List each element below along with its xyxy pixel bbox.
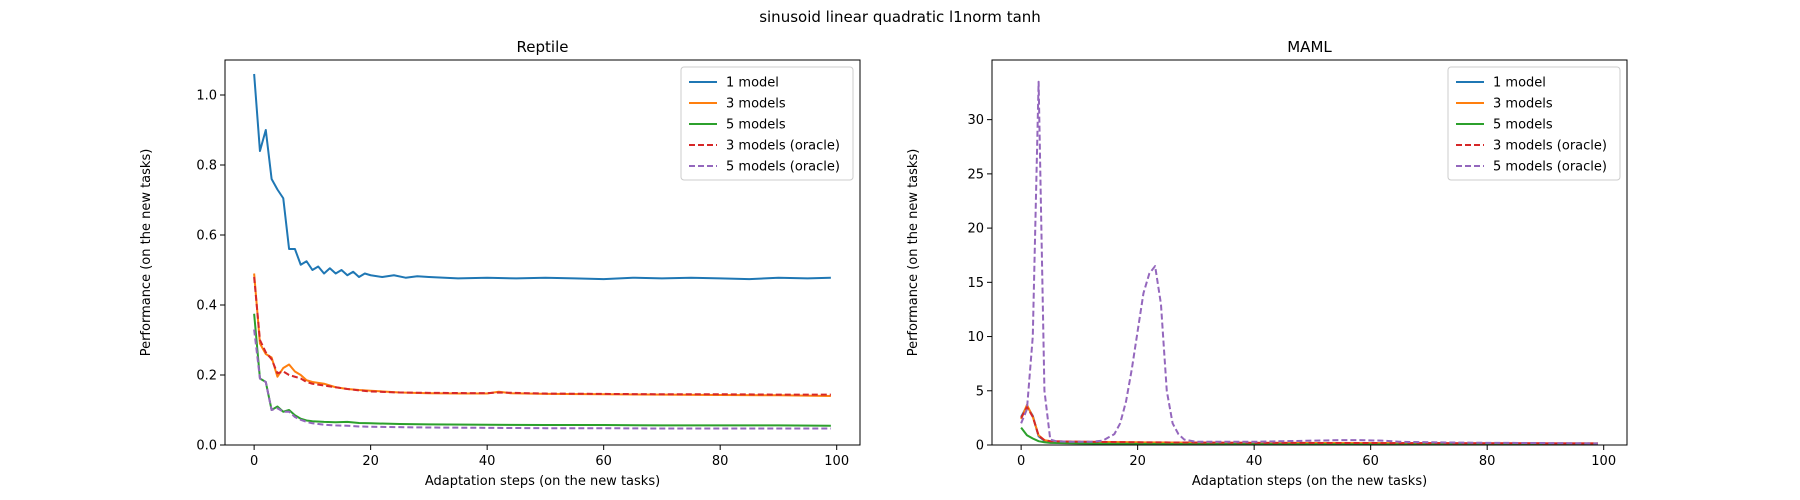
maml-axes-frame bbox=[991, 59, 1628, 446]
reptile-legend-box bbox=[680, 66, 854, 181]
reptile-ylabel: Performance (on the new tasks) bbox=[139, 149, 154, 357]
maml-xtick-label: 100 bbox=[1591, 454, 1616, 469]
maml-xtick-label: 60 bbox=[1362, 454, 1379, 469]
maml-series-3-models-oracle bbox=[1020, 406, 1598, 445]
reptile-ytick-label: 0.6 bbox=[196, 229, 217, 244]
reptile-ytick-label: 0.4 bbox=[196, 299, 217, 314]
maml-xtick-label: 80 bbox=[1479, 454, 1496, 469]
maml-legend-label-5-models: 5 models bbox=[1493, 118, 1553, 133]
reptile-axes-frame bbox=[224, 59, 861, 446]
maml-ytick-label: 5 bbox=[976, 384, 984, 399]
reptile-xtick-label: 100 bbox=[824, 454, 849, 469]
maml-ytick-label: 20 bbox=[967, 222, 984, 237]
maml-legend-label-5-models-oracle: 5 models (oracle) bbox=[1493, 160, 1607, 175]
maml-title: MAML bbox=[1287, 38, 1332, 56]
reptile-xtick-label: 0 bbox=[250, 454, 258, 469]
maml-panel: MAML 0 20 40 60 80 100 0 5 10 15 20 25 30 Adaptation s… bbox=[906, 38, 1628, 489]
figure-suptitle: sinusoid linear quadratic l1norm tanh bbox=[759, 8, 1041, 26]
reptile-panel: Reptile 0 20 40 60 80 100 0.0 0.2 0.4 0.6 0.8 1.0 Ada… bbox=[139, 38, 861, 489]
reptile-ytick-label: 0.0 bbox=[196, 439, 217, 454]
maml-legend-label-1-model: 1 model bbox=[1493, 76, 1546, 91]
reptile-series-group bbox=[253, 73, 831, 430]
maml-ytick-label: 15 bbox=[967, 276, 984, 291]
reptile-title: Reptile bbox=[517, 38, 569, 56]
maml-series-group bbox=[1020, 80, 1598, 445]
maml-legend-label-3-models-oracle: 3 models (oracle) bbox=[1493, 139, 1607, 154]
maml-series-5-models bbox=[1020, 427, 1598, 445]
maml-ytick-label: 25 bbox=[967, 167, 984, 182]
maml-legend: 1 model 3 models 5 models 3 models (oracle)… bbox=[1447, 66, 1621, 181]
reptile-series-3-models-oracle bbox=[253, 276, 831, 396]
reptile-legend-label-3-models: 3 models bbox=[726, 97, 786, 112]
reptile-xtick-label: 60 bbox=[595, 454, 612, 469]
reptile-legend: 1 model 3 models 5 models 3 models (oracle)… bbox=[680, 66, 854, 181]
maml-ytick-label: 30 bbox=[967, 113, 984, 128]
reptile-legend-label-5-models-oracle: 5 models (oracle) bbox=[726, 160, 840, 175]
reptile-xtick-label: 20 bbox=[362, 454, 379, 469]
maml-series-5-models-oracle bbox=[1020, 80, 1598, 445]
maml-xlabel: Adaptation steps (on the new tasks) bbox=[1192, 474, 1427, 489]
reptile-legend-label-3-models-oracle: 3 models (oracle) bbox=[726, 139, 840, 154]
maml-ytick-label: 10 bbox=[967, 330, 984, 345]
reptile-ytick-label: 1.0 bbox=[196, 89, 217, 104]
reptile-ytick-label: 0.8 bbox=[196, 159, 217, 174]
maml-xtick-label: 0 bbox=[1017, 454, 1025, 469]
reptile-xlabel: Adaptation steps (on the new tasks) bbox=[425, 474, 660, 489]
reptile-xtick-label: 40 bbox=[479, 454, 496, 469]
maml-ylabel: Performance (on the new tasks) bbox=[906, 149, 921, 357]
maml-legend-label-3-models: 3 models bbox=[1493, 97, 1553, 112]
reptile-legend-label-5-models: 5 models bbox=[726, 118, 786, 133]
reptile-series-1-model bbox=[253, 73, 831, 281]
maml-ytick-label: 0 bbox=[976, 439, 984, 454]
maml-xtick-label: 20 bbox=[1129, 454, 1146, 469]
maml-xtick-label: 40 bbox=[1246, 454, 1263, 469]
maml-legend-box bbox=[1447, 66, 1621, 181]
reptile-series-5-models-oracle bbox=[253, 329, 831, 430]
reptile-legend-label-1-model: 1 model bbox=[726, 76, 779, 91]
reptile-ytick-label: 0.2 bbox=[196, 369, 217, 384]
reptile-series-5-models bbox=[253, 313, 831, 427]
reptile-xtick-label: 80 bbox=[712, 454, 729, 469]
